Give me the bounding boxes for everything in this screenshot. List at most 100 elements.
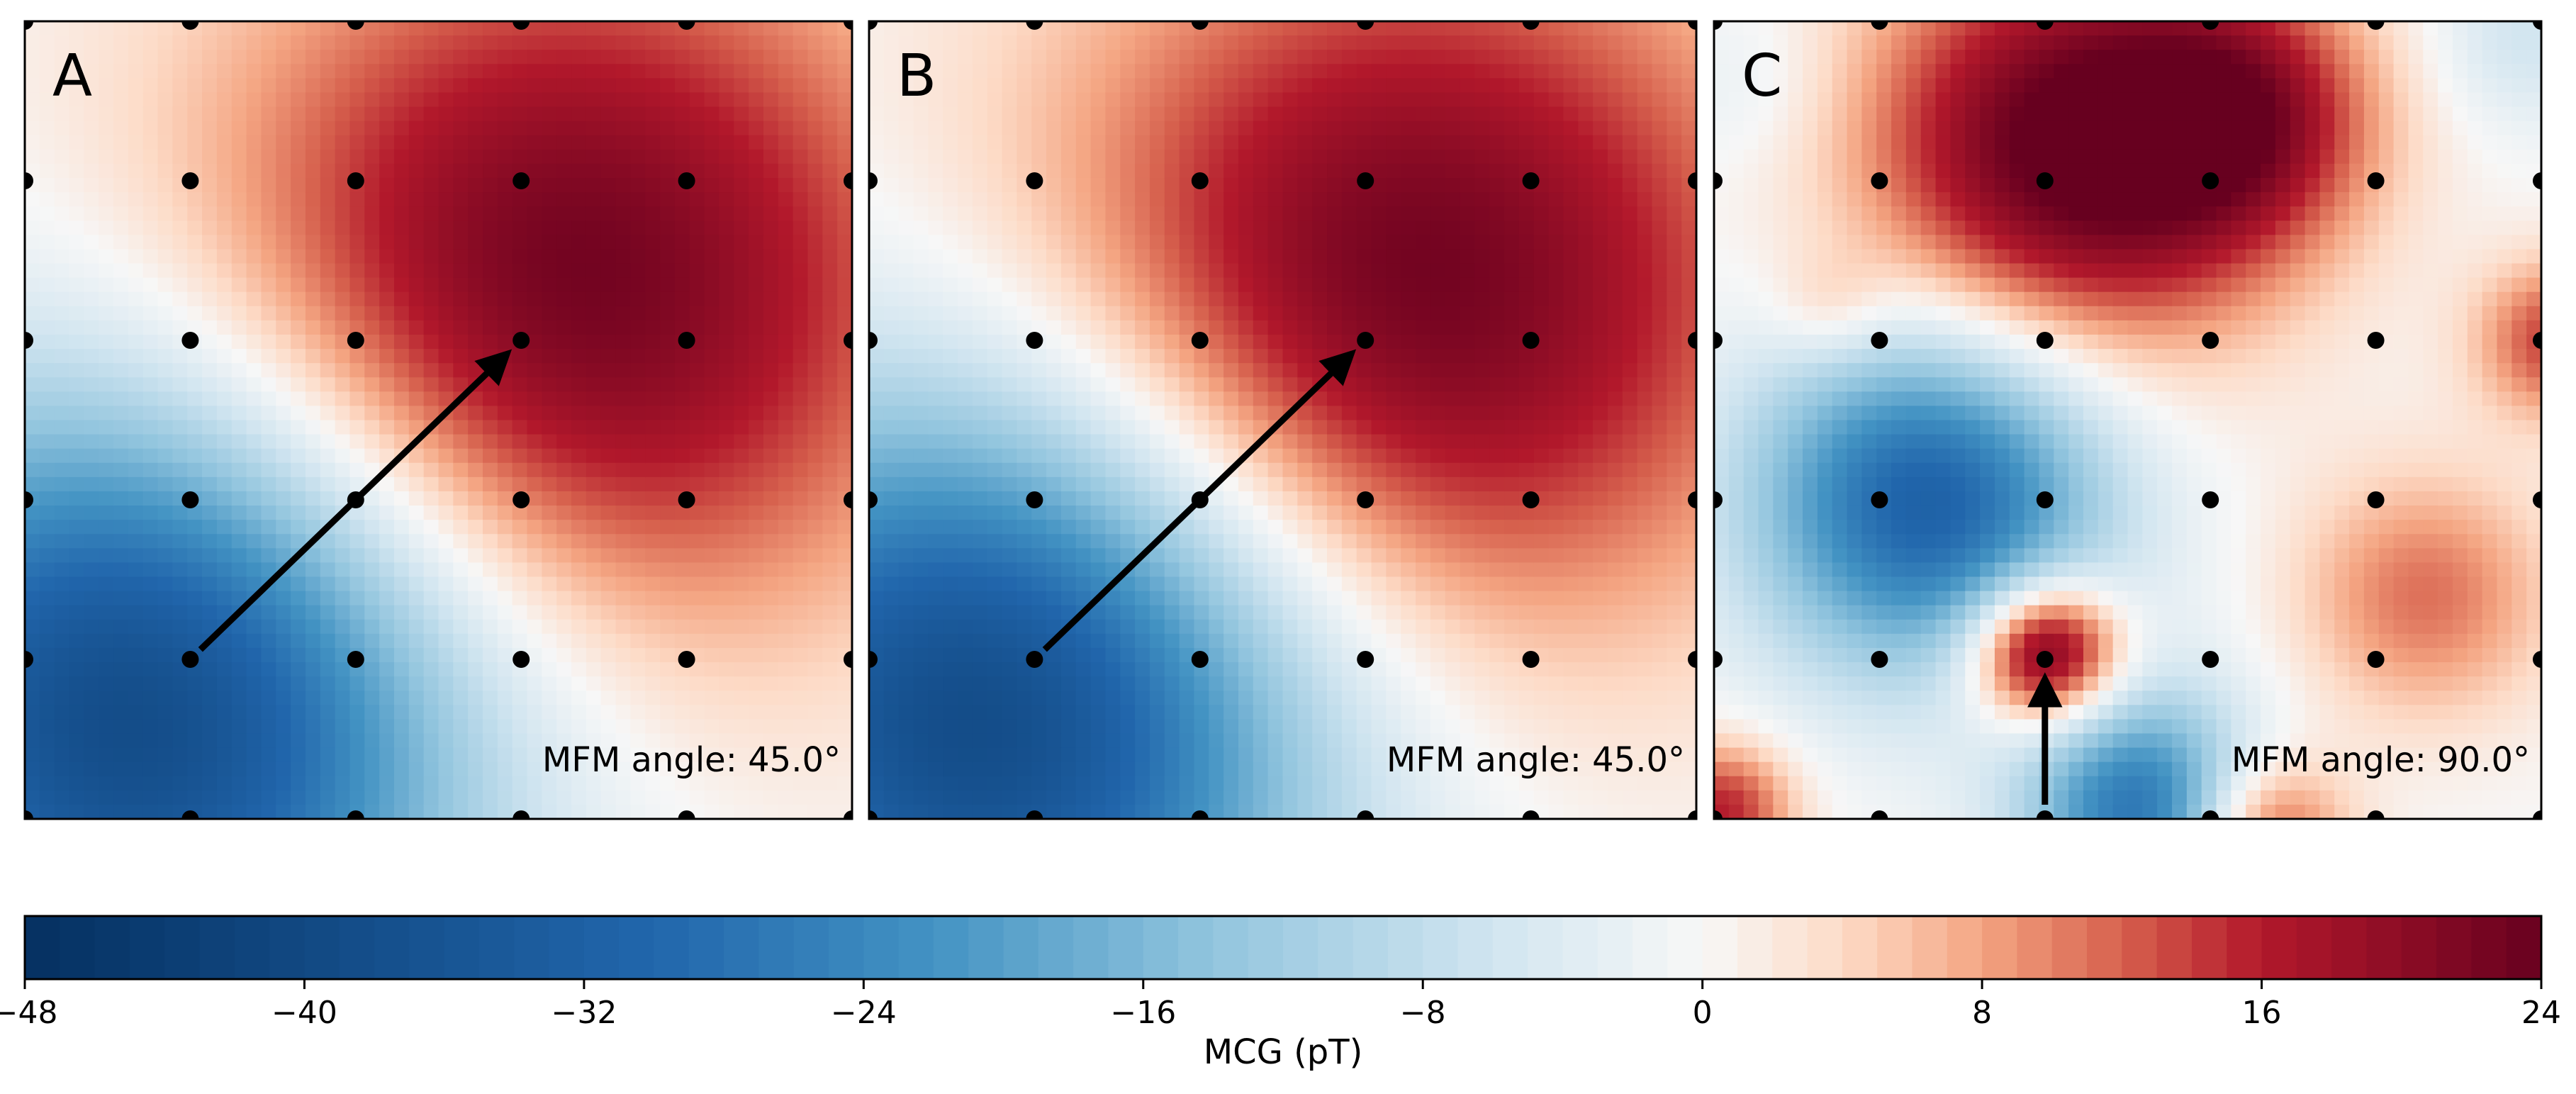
heatmap-cell (719, 291, 735, 307)
heatmap-cell (1164, 320, 1180, 335)
heatmap-cell (674, 448, 690, 464)
heatmap-cell (172, 576, 189, 592)
heatmap-cell (1312, 733, 1328, 749)
heatmap-cell (883, 705, 900, 720)
heatmap-cell (869, 249, 885, 264)
heatmap-cell (1060, 21, 1077, 37)
heatmap-cell (1194, 64, 1210, 79)
heatmap-cell (497, 434, 513, 450)
heatmap-cell (689, 235, 705, 250)
heatmap-cell (542, 576, 558, 592)
heatmap-cell (1090, 420, 1107, 435)
heatmap-cell (689, 135, 705, 150)
heatmap-cell (497, 291, 513, 307)
heatmap-cell (674, 776, 690, 791)
heatmap-cell (778, 192, 794, 208)
heatmap-cell (261, 121, 277, 136)
heatmap-cell (898, 221, 914, 236)
heatmap-cell (393, 562, 410, 578)
heatmap-cell (749, 705, 764, 720)
heatmap-cell (157, 520, 174, 535)
heatmap-cell (660, 377, 676, 393)
heatmap-cell (497, 235, 513, 250)
heatmap-cell (928, 605, 944, 620)
heatmap-cell (99, 149, 115, 164)
heatmap-cell (1060, 163, 1077, 179)
heatmap-cell (1312, 662, 1328, 678)
heatmap-cell (943, 349, 959, 364)
heatmap-cell (527, 50, 543, 65)
heatmap-cell (497, 719, 513, 735)
heatmap-cell (778, 21, 794, 37)
heatmap-cell (1002, 135, 1018, 150)
heatmap-cell (704, 363, 720, 379)
heatmap-cell (54, 149, 70, 164)
heatmap-cell (512, 420, 528, 435)
heatmap-cell (1046, 647, 1062, 664)
heatmap-cell (1060, 249, 1077, 264)
sensor-dot (678, 810, 695, 819)
heatmap-cell (231, 149, 247, 164)
heatmap-cell (734, 476, 750, 492)
heatmap-cell (734, 633, 750, 649)
heatmap-cell (987, 64, 1003, 79)
heatmap-cell (1046, 192, 1062, 208)
heatmap-cell (527, 235, 543, 250)
heatmap-cell (586, 177, 602, 194)
heatmap-cell (1253, 235, 1269, 250)
heatmap-cell (1031, 534, 1048, 549)
heatmap-cell (987, 235, 1003, 250)
heatmap-cell (972, 206, 988, 222)
heatmap-cell (1209, 149, 1225, 164)
heatmap-cell (1253, 221, 1269, 236)
heatmap-cell (1105, 761, 1121, 777)
heatmap-cell (763, 306, 779, 321)
heatmap-cell (660, 491, 676, 507)
heatmap-cell (379, 420, 395, 435)
heatmap-cell (142, 334, 159, 350)
heatmap-cell (1149, 790, 1165, 805)
heatmap-cell (25, 206, 40, 222)
heatmap-cell (689, 64, 705, 79)
heatmap-cell (1075, 249, 1092, 264)
heatmap-cell (1046, 135, 1062, 150)
heatmap-cell (556, 733, 573, 749)
heatmap-cell (1327, 790, 1343, 805)
heatmap-cell (869, 149, 885, 164)
heatmap-cell (660, 306, 676, 321)
heatmap-cell (128, 221, 144, 236)
heatmap-cell (586, 647, 602, 664)
heatmap-cell (1120, 149, 1136, 164)
heatmap-cell (1179, 619, 1195, 635)
heatmap-cell (734, 206, 750, 222)
heatmap-cell (600, 121, 617, 136)
heatmap-cell (1046, 235, 1062, 250)
heatmap-cell (1060, 591, 1077, 606)
heatmap-cell (497, 149, 513, 164)
heatmap-cell (571, 235, 587, 250)
heatmap-cell (54, 277, 70, 293)
heatmap-cell (320, 562, 336, 578)
heatmap-cell (1002, 647, 1018, 664)
heatmap-cell (1238, 406, 1254, 421)
heatmap-cell (291, 776, 306, 791)
heatmap-cell (987, 177, 1003, 194)
heatmap-cell (1164, 177, 1180, 194)
heatmap-cell (1164, 35, 1180, 51)
heatmap-cell (216, 776, 233, 791)
heatmap-cell (1046, 733, 1062, 749)
heatmap-cell (187, 135, 203, 150)
heatmap-cell (453, 263, 469, 279)
heatmap-cell (586, 50, 602, 65)
heatmap-cell (408, 719, 425, 735)
heatmap-cell (1238, 647, 1254, 664)
heatmap-cell (807, 334, 824, 350)
heatmap-cell (837, 534, 852, 549)
heatmap-cell (276, 35, 292, 51)
heatmap-cell (1209, 633, 1225, 649)
heatmap-cell (898, 761, 914, 777)
heatmap-cell (542, 135, 558, 150)
heatmap-cell (660, 192, 676, 208)
heatmap-cell (408, 106, 425, 122)
heatmap-cell (600, 78, 617, 94)
